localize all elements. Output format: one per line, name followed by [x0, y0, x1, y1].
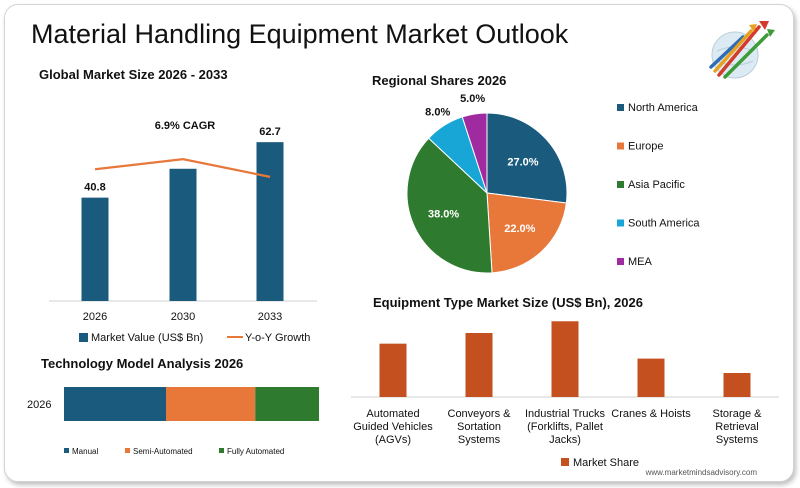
- logo: [709, 21, 775, 79]
- equipment-category-1: Automated Guided Vehicles (AGVs): [353, 408, 433, 446]
- technology-chart: 2026 Manual Semi-Automated Fully Automated: [27, 387, 319, 456]
- legend-mea: MEA: [628, 256, 653, 268]
- x-tick-2026: 2026: [83, 311, 107, 323]
- tech-category-2026: 2026: [27, 399, 51, 411]
- legend-swatch-north-america: [617, 104, 624, 111]
- tech-segment-semi-automated: [166, 387, 256, 421]
- tech-legend-fully-automated: Fully Automated: [227, 447, 284, 456]
- equipment-bar-1: [379, 343, 407, 397]
- x-tick-2033: 2033: [258, 311, 282, 323]
- legend-swatch-asia-pacific: [617, 181, 624, 188]
- market-bar-2030: [169, 168, 197, 301]
- tech-legend-manual: Manual: [72, 447, 98, 456]
- equipment-bar-4: [637, 358, 665, 397]
- equipment-bar-3: [551, 321, 579, 397]
- market-size-title: Global Market Size 2026 - 2033: [39, 67, 228, 82]
- regional-shares-title: Regional Shares 2026: [372, 73, 507, 88]
- pie-label-asia-pacific: 38.0%: [428, 208, 459, 220]
- market-size-chart: 40.8 2026 2030 62.7 2033 6.9% CAGR Market Valu…: [49, 120, 317, 344]
- legend-europe: Europe: [628, 141, 663, 153]
- market-bar-label-2026: 40.8: [84, 182, 105, 194]
- legend-asia-pacific: Asia Pacific: [628, 179, 685, 191]
- pie-slice-north-america: [486, 112, 568, 204]
- market-bar-2033: [256, 142, 284, 301]
- pie-slice-asia-pacific: [406, 137, 493, 274]
- market-bar-label-2033: 62.7: [259, 126, 280, 138]
- market-bar-2026: [81, 197, 109, 301]
- x-tick-2030: 2030: [171, 311, 195, 323]
- legend-swatch-mea: [617, 258, 624, 265]
- page-title: Material Handling Equipment Market Outlo…: [31, 19, 569, 49]
- equipment-bar-5: [723, 373, 751, 397]
- tech-segment-fully-automated: [255, 387, 319, 421]
- yoy-growth-line: [94, 158, 271, 178]
- regional-pie-chart: 27.0% 22.0% 38.0% 8.0% 5.0% North America Euro…: [406, 93, 700, 274]
- legend-swatch-south-america: [617, 219, 624, 227]
- cagr-annotation: 6.9% CAGR: [155, 120, 216, 132]
- equipment-type-title: Equipment Type Market Size (US$ Bn), 202…: [373, 295, 643, 310]
- tech-legend-semi-automated: Semi-Automated: [133, 447, 193, 456]
- equipment-bar-2: [465, 333, 493, 397]
- equipment-chart: Automated Guided Vehicles (AGVs) Conveyors …: [351, 321, 779, 469]
- legend-market-value-swatch: [79, 333, 88, 342]
- pie-label-north-america: 27.0%: [507, 156, 538, 168]
- footer-url: www.marketmindsadvisory.com: [645, 468, 757, 477]
- legend-north-america: North America: [628, 102, 699, 114]
- pie-slice-mea: [461, 112, 488, 194]
- pie-label-south-america: 8.0%: [425, 106, 450, 118]
- equipment-category-4: Cranes & Hoists: [611, 408, 691, 420]
- equipment-category-2: Conveyors & Sortation Systems: [448, 408, 512, 446]
- legend-south-america: South America: [628, 218, 700, 230]
- equipment-category-5: Storage & Retrieval Systems: [713, 408, 763, 446]
- legend-market-value: Market Value (US$ Bn): [91, 332, 203, 344]
- pie-label-mea: 5.0%: [460, 93, 485, 105]
- pie-label-europe: 22.0%: [504, 223, 535, 235]
- equipment-category-3: Industrial Trucks (Forklifts, Pallet Jacks…: [525, 408, 606, 446]
- equipment-legend-swatch: [561, 458, 569, 466]
- tech-legend-swatch-fully-automated: [219, 448, 224, 453]
- tech-legend-swatch-manual: [64, 448, 69, 453]
- legend-swatch-europe: [617, 142, 624, 150]
- pie-slice-europe: [486, 192, 567, 274]
- dashboard-card: Material Handling Equipment Market Outlo…: [4, 4, 794, 482]
- tech-legend-swatch-semi-automated: [125, 448, 130, 453]
- equipment-legend: Market Share: [573, 457, 639, 469]
- tech-segment-manual: [64, 387, 166, 421]
- legend-yoy-growth: Y-o-Y Growth: [245, 332, 310, 344]
- technology-title: Technology Model Analysis 2026: [41, 356, 244, 371]
